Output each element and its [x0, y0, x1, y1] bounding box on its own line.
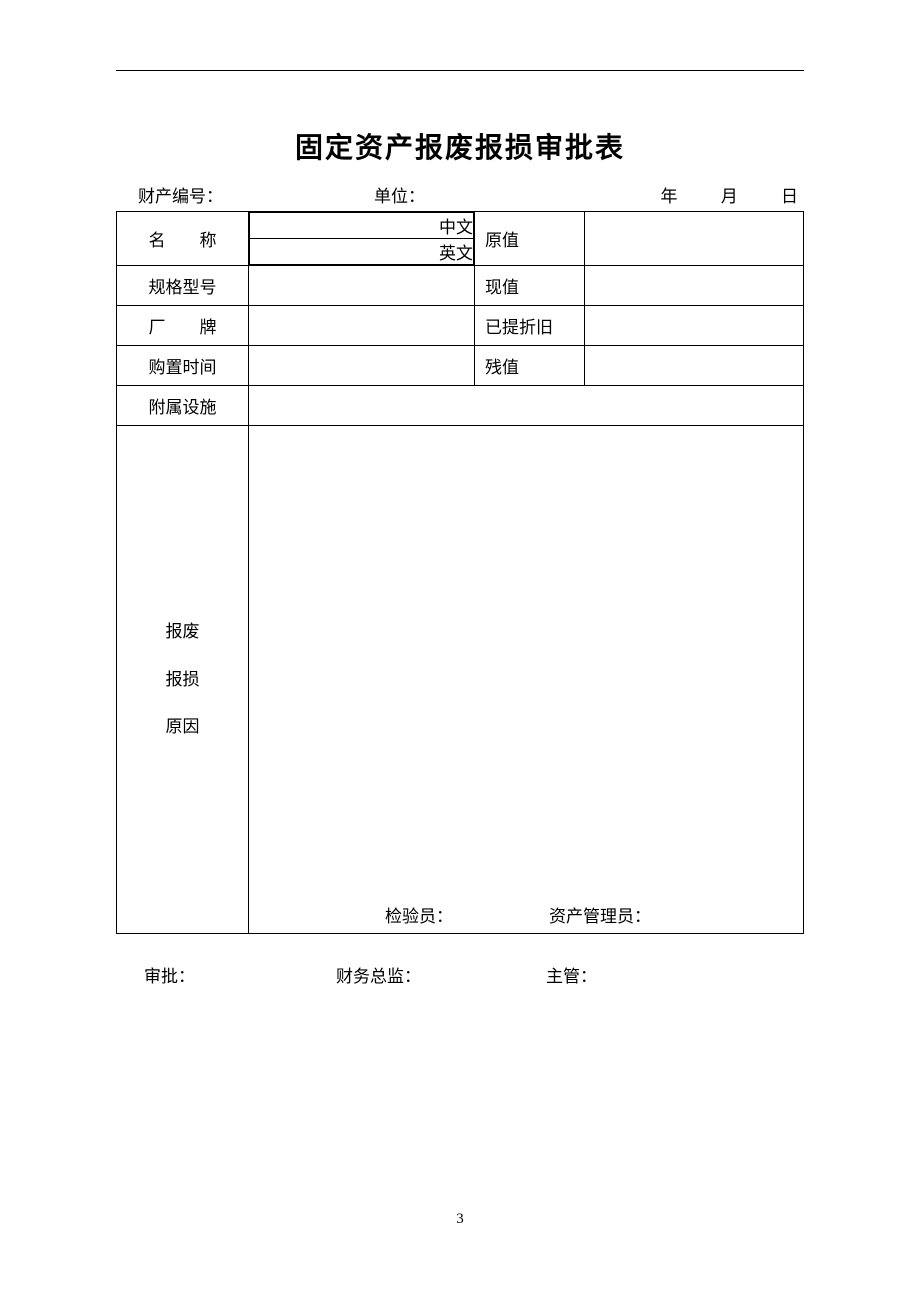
top-horizontal-rule [116, 70, 804, 71]
row-spec-label: 规格型号 [117, 266, 249, 306]
row-brand-value [249, 306, 475, 346]
row-attached-label: 附属设施 [117, 386, 249, 426]
row-purchase-label: 购置时间 [117, 346, 249, 386]
supervisor-label: 主管： [546, 962, 804, 987]
reason-label-line2: 报损 [117, 656, 248, 704]
row-reason-body: 检验员： 资产管理员： [249, 426, 804, 934]
depreciation-value [585, 306, 804, 346]
month-label: 月 [682, 182, 738, 207]
day-label: 日 [742, 182, 798, 207]
asset-manager-label: 资产管理员： [529, 902, 803, 927]
residual-value-label: 残值 [475, 346, 585, 386]
current-value [585, 266, 804, 306]
header-row: 财产编号： 单位： 年 月 日 [116, 182, 804, 207]
finance-director-label: 财务总监： [336, 962, 546, 987]
unit-label: 单位： [374, 182, 594, 207]
original-value-label: 原值 [475, 212, 585, 266]
row-name-label: 名 称 [117, 212, 249, 266]
residual-value [585, 346, 804, 386]
original-value [585, 212, 804, 266]
row-attached-value [249, 386, 804, 426]
row-reason-label: 报废 报损 原因 [117, 426, 249, 934]
inspector-label: 检验员： [249, 902, 529, 927]
page-number: 3 [0, 1211, 920, 1228]
current-value-label: 现值 [475, 266, 585, 306]
approval-label: 审批： [116, 962, 336, 987]
asset-no-label: 财产编号： [116, 182, 374, 207]
page-title: 固定资产报废报损审批表 [115, 126, 805, 166]
date-labels: 年 月 日 [594, 182, 804, 207]
row-purchase-value [249, 346, 475, 386]
row-brand-label: 厂 牌 [117, 306, 249, 346]
reason-label-line3: 原因 [117, 703, 248, 751]
row-spec-value [249, 266, 475, 306]
approval-form-table: 名 称 中文 英文 原值 规格型号 现值 厂 牌 已提折旧 购置时间 [116, 211, 804, 934]
name-cn-label: 中文 [250, 213, 474, 239]
name-en-label: 英文 [250, 239, 474, 265]
reason-label-line1: 报废 [117, 608, 248, 656]
name-sub-table: 中文 英文 [249, 212, 474, 265]
depreciation-label: 已提折旧 [475, 306, 585, 346]
row-name-value: 中文 英文 [249, 212, 475, 266]
footer-signature-row: 审批： 财务总监： 主管： [116, 962, 804, 987]
year-label: 年 [622, 182, 678, 207]
reason-signature-row: 检验员： 资产管理员： [249, 902, 803, 927]
document-page: 固定资产报废报损审批表 财产编号： 单位： 年 月 日 名 称 中文 英文 原值… [0, 0, 920, 987]
